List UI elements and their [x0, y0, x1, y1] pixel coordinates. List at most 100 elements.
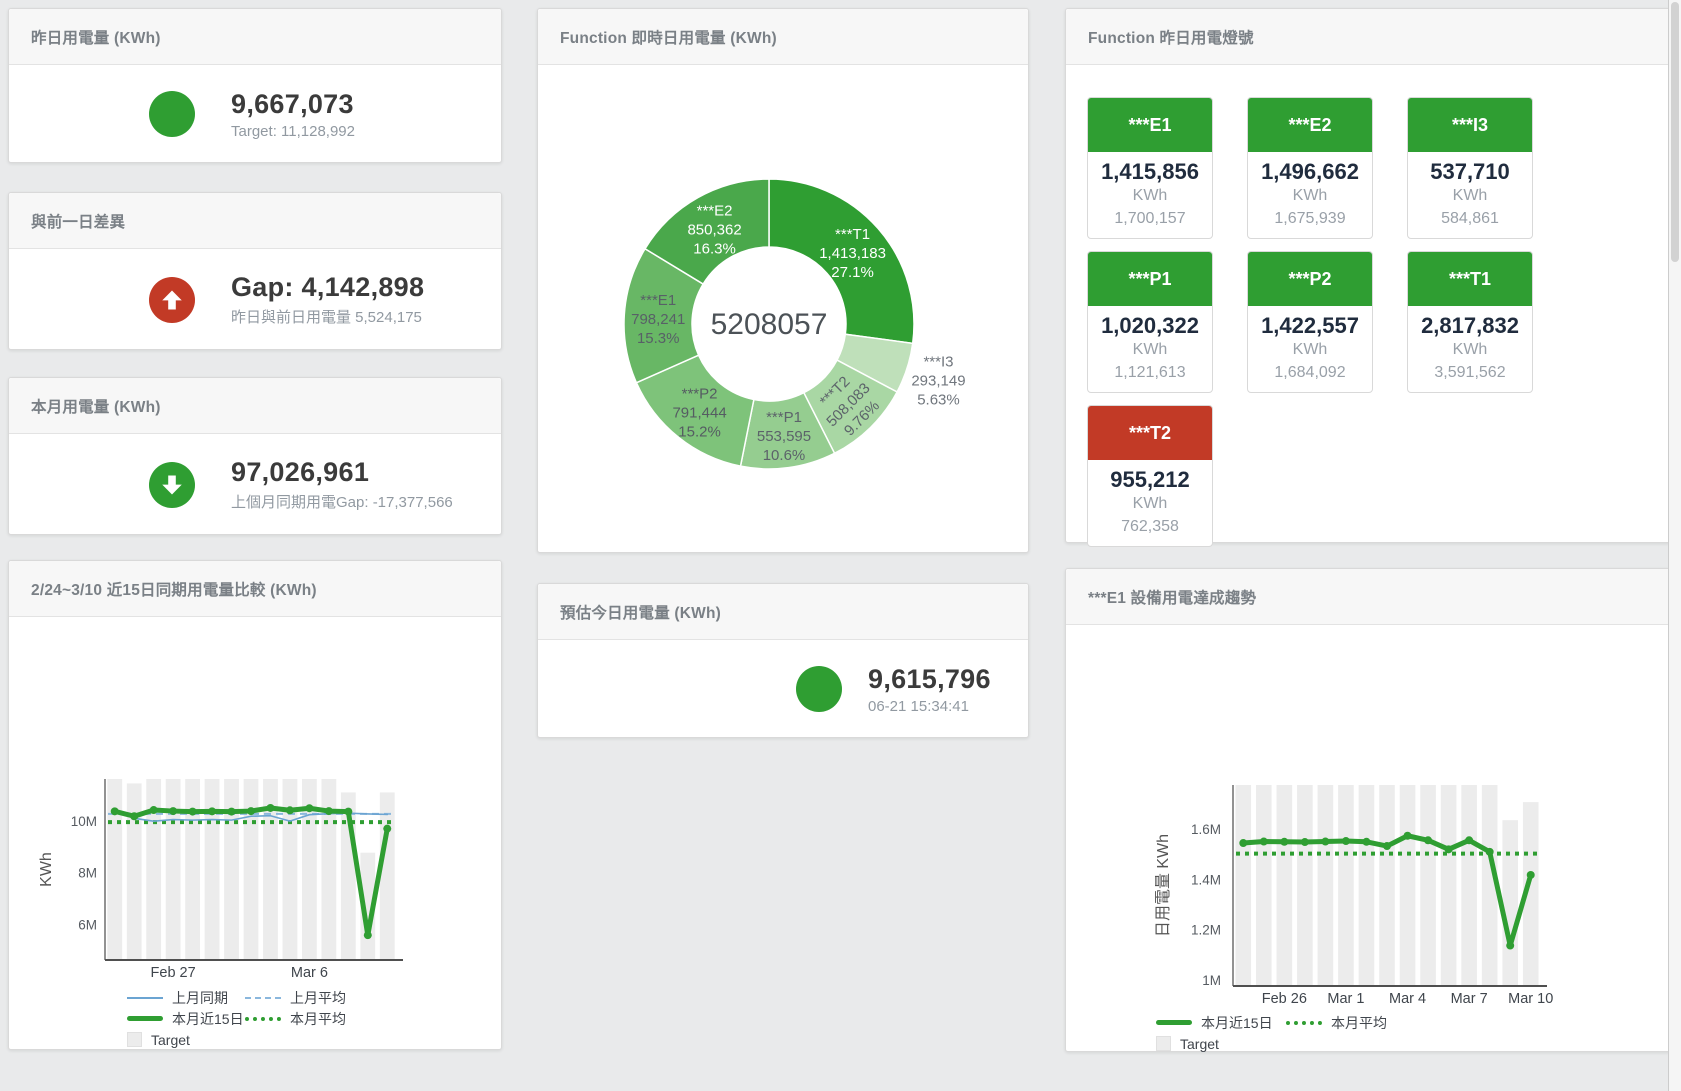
- series-point: [1362, 837, 1371, 846]
- tile-target: 1,675,939: [1274, 210, 1346, 227]
- stat-subtitle: 昨日與前日用電量 5,524,175: [231, 309, 422, 326]
- panel-title[interactable]: ***E1 設備用電達成趨勢: [1088, 589, 1257, 607]
- tile-device-label: ***T1: [1408, 252, 1532, 306]
- arrow-up-icon: [149, 276, 195, 323]
- status-circle-icon: [149, 91, 195, 137]
- tile-value: 1,415,856: [1101, 159, 1199, 184]
- panel-title[interactable]: 2/24~3/10 近15日同期用電量比較 (KWh): [31, 581, 317, 599]
- panel-header: Function 昨日用電燈號: [1066, 9, 1670, 65]
- series-point: [344, 807, 353, 816]
- legend-label: 上月同期: [172, 989, 228, 1006]
- donut-slice-label: ***I3 293,149 5.63%: [911, 353, 965, 408]
- legend-label: 本月近15日: [172, 1010, 244, 1027]
- panel-title[interactable]: 與前一日差異: [31, 213, 126, 231]
- x-tick-label: Feb 26: [1262, 991, 1307, 1007]
- panel-realtime-donut: Function 即時日用電量 (KWh) ***T1 1,413,183 27.1…: [537, 8, 1029, 553]
- target-bar: [302, 779, 317, 960]
- panel-title[interactable]: Function 即時日用電量 (KWh): [560, 29, 777, 47]
- legend-swatch-icon: [1156, 1020, 1192, 1025]
- tile-target: 1,700,157: [1114, 210, 1186, 227]
- series-point: [1506, 941, 1515, 950]
- device-tile: ***I3 537,710 KWh 584,861: [1407, 97, 1533, 239]
- series-point: [1321, 837, 1330, 846]
- series-point: [169, 807, 178, 816]
- y-tick-label: 1.4M: [1191, 872, 1221, 887]
- panel-header: 本月用電量 (KWh): [9, 378, 501, 434]
- scrollbar-thumb[interactable]: [1671, 2, 1679, 262]
- legend-item[interactable]: 本月近15日: [1156, 1013, 1286, 1033]
- panel-header: 預估今日用電量 (KWh): [538, 584, 1028, 640]
- series-point: [1526, 870, 1535, 879]
- y-tick-label: 6M: [78, 917, 97, 932]
- panel-header: ***E1 設備用電達成趨勢: [1066, 569, 1670, 625]
- tile-target: 584,861: [1441, 210, 1499, 227]
- legend-swatch-icon: [1156, 1036, 1171, 1051]
- legend-item[interactable]: 本月平均: [245, 1009, 346, 1029]
- legend-label: Target: [1180, 1035, 1219, 1052]
- panel-title[interactable]: 預估今日用電量 (KWh): [560, 604, 722, 622]
- compare15-chart: 6M 8M 10M Feb 27 Mar 6 KWh: [38, 779, 403, 981]
- legend-label: Target: [151, 1031, 190, 1048]
- series-point: [285, 806, 294, 815]
- tile-unit: KWh: [1132, 187, 1168, 204]
- tile-value: 537,710: [1430, 159, 1510, 184]
- x-tick-label: Mar 1: [1327, 991, 1364, 1007]
- legend-label: 本月平均: [290, 1010, 346, 1027]
- target-bar: [1481, 785, 1498, 986]
- donut-slice-label: ***P1 553,595 10.6%: [757, 409, 811, 464]
- target-bar: [1338, 785, 1354, 986]
- panel-e1-trend: ***E1 設備用電達成趨勢 1M 1.2M 1.4M 1.6M Feb 26 Mar 1…: [1065, 568, 1671, 1052]
- y-tick-label: 1M: [1202, 973, 1221, 988]
- target-bar: [379, 792, 395, 960]
- x-tick-label: Feb 27: [151, 965, 196, 981]
- legend-swatch-icon: [127, 996, 163, 999]
- panel-yesterday-usage: 昨日用電量 (KWh) 9,667,073 Target: 11,128,992: [8, 8, 502, 163]
- series-point: [266, 803, 275, 812]
- realtime-donut-chart: ***T1 1,413,183 27.1%***I3 293,149 5.63%***T…: [623, 178, 966, 470]
- legend-label: 本月平均: [1331, 1014, 1387, 1031]
- legend-item[interactable]: 上月平均: [245, 988, 346, 1008]
- target-bar: [263, 779, 278, 960]
- stat-value: 97,026,961: [231, 457, 370, 487]
- device-tile: ***P2 1,422,557 KWh 1,684,092: [1247, 251, 1373, 393]
- legend-swatch-icon: [245, 996, 281, 999]
- series-point: [247, 807, 255, 816]
- device-tile: ***E1 1,415,856 KWh 1,700,157: [1087, 97, 1213, 239]
- target-bar: [1255, 785, 1272, 986]
- device-tile: ***P1 1,020,322 KWh 1,121,613: [1087, 251, 1213, 393]
- tile-device-label: ***I3: [1408, 98, 1532, 152]
- series-point: [110, 807, 119, 816]
- target-bar: [360, 852, 376, 960]
- panel-title[interactable]: 本月用電量 (KWh): [31, 398, 161, 416]
- page-scrollbar[interactable]: [1668, 0, 1681, 1091]
- tile-value: 1,496,662: [1261, 159, 1359, 184]
- target-bar: [107, 779, 123, 960]
- series-point: [1239, 839, 1248, 848]
- panel-title[interactable]: 昨日用電量 (KWh): [31, 29, 161, 47]
- y-axis-title: KWh: [38, 852, 55, 887]
- y-tick-label: 10M: [71, 814, 97, 829]
- series-point: [363, 931, 372, 940]
- target-bar: [1420, 785, 1436, 986]
- e1-trend-chart: 1M 1.2M 1.4M 1.6M Feb 26 Mar 1 Mar 4 Mar 7 Mar 1…: [1155, 785, 1553, 1007]
- device-tile: ***E2 1,496,662 KWh 1,675,939: [1247, 97, 1373, 239]
- legend-item[interactable]: 本月平均: [1286, 1013, 1387, 1033]
- legend-item[interactable]: Target: [127, 1032, 245, 1048]
- legend-item[interactable]: Target: [1156, 1036, 1286, 1052]
- y-tick-label: 8M: [78, 866, 97, 881]
- target-bar: [204, 779, 220, 960]
- tile-target: 762,358: [1121, 518, 1179, 535]
- donut-slice-label: ***E2 850,362 16.3%: [687, 202, 741, 257]
- legend-item[interactable]: 上月同期: [127, 988, 245, 1008]
- series-point: [227, 807, 236, 816]
- panel-title[interactable]: Function 昨日用電燈號: [1088, 29, 1254, 47]
- tile-device-label: ***P1: [1088, 252, 1212, 306]
- tile-device-label: ***E1: [1088, 98, 1212, 152]
- legend-item[interactable]: 本月近15日: [127, 1009, 245, 1029]
- legend-swatch-icon: [245, 1016, 281, 1021]
- legend-swatch-icon: [1286, 1020, 1322, 1025]
- target-bar: [1440, 785, 1457, 986]
- panel-month-usage: 本月用電量 (KWh) 97,026,961 上個月同期用電Gap: -17,3…: [8, 377, 502, 535]
- e1-trend-legend: 本月近15日 本月平均 Target: [1066, 1012, 1670, 1054]
- target-bar: [1522, 802, 1539, 986]
